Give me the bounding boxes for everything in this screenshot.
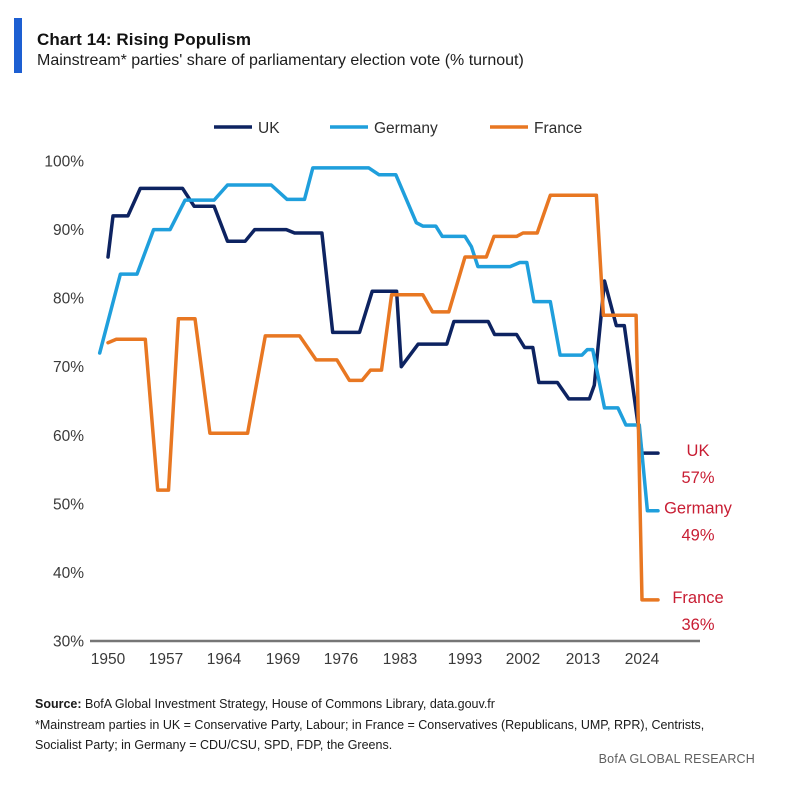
- end-label-france-value: 36%: [681, 616, 714, 634]
- legend-label-uk: UK: [258, 120, 280, 137]
- end-label-germany-name: Germany: [664, 500, 733, 518]
- end-label-uk-name: UK: [687, 442, 710, 460]
- series-line-france: [106, 193, 660, 602]
- brand-mark: BofA GLOBAL RESEARCH: [598, 752, 755, 766]
- x-tick-label: 2002: [506, 651, 540, 668]
- series-line-uk: [106, 186, 660, 455]
- x-tick-label: 1957: [149, 651, 183, 668]
- x-tick-label: 1983: [383, 651, 417, 668]
- series-line-germany: [97, 166, 660, 513]
- source-text: BofA Global Investment Strategy, House o…: [81, 697, 495, 711]
- end-label-uk-value: 57%: [681, 469, 714, 487]
- x-tick-label: 1950: [91, 651, 126, 668]
- legend-label-france: France: [534, 120, 582, 137]
- title-accent-bar: [14, 18, 22, 73]
- y-tick-label: 90%: [53, 222, 84, 239]
- chart-subtitle: Mainstream* parties' share of parliament…: [37, 52, 524, 69]
- footnote: *Mainstream parties in UK = Conservative…: [35, 718, 705, 752]
- source-label: Source:: [35, 697, 82, 711]
- x-tick-label: 2024: [625, 651, 660, 668]
- x-tick-label: 1976: [324, 651, 358, 668]
- end-label-germany-value: 49%: [681, 527, 714, 545]
- y-tick-label: 40%: [53, 565, 84, 582]
- source-line: Source: BofA Global Investment Strategy,…: [35, 694, 751, 714]
- populism-line-chart: 100% 90% 80% 70% 60% 50% 40% 30% 1950 1957 1964 196…: [44, 120, 733, 668]
- y-tick-label: 50%: [53, 496, 84, 513]
- y-tick-label: 80%: [53, 291, 84, 308]
- y-tick-label: 30%: [53, 634, 84, 651]
- y-tick-label: 100%: [44, 154, 84, 171]
- chart-title: Chart 14: Rising Populism: [37, 30, 252, 49]
- x-tick-label: 1993: [448, 651, 482, 668]
- x-tick-label: 2013: [566, 651, 600, 668]
- x-tick-label: 1969: [266, 651, 300, 668]
- end-label-france-name: France: [672, 589, 723, 607]
- y-tick-label: 60%: [53, 428, 84, 445]
- y-tick-label: 70%: [53, 359, 84, 376]
- legend-label-germany: Germany: [374, 120, 438, 137]
- chart-footer: Source: BofA Global Investment Strategy,…: [35, 694, 751, 755]
- x-tick-label: 1964: [207, 651, 242, 668]
